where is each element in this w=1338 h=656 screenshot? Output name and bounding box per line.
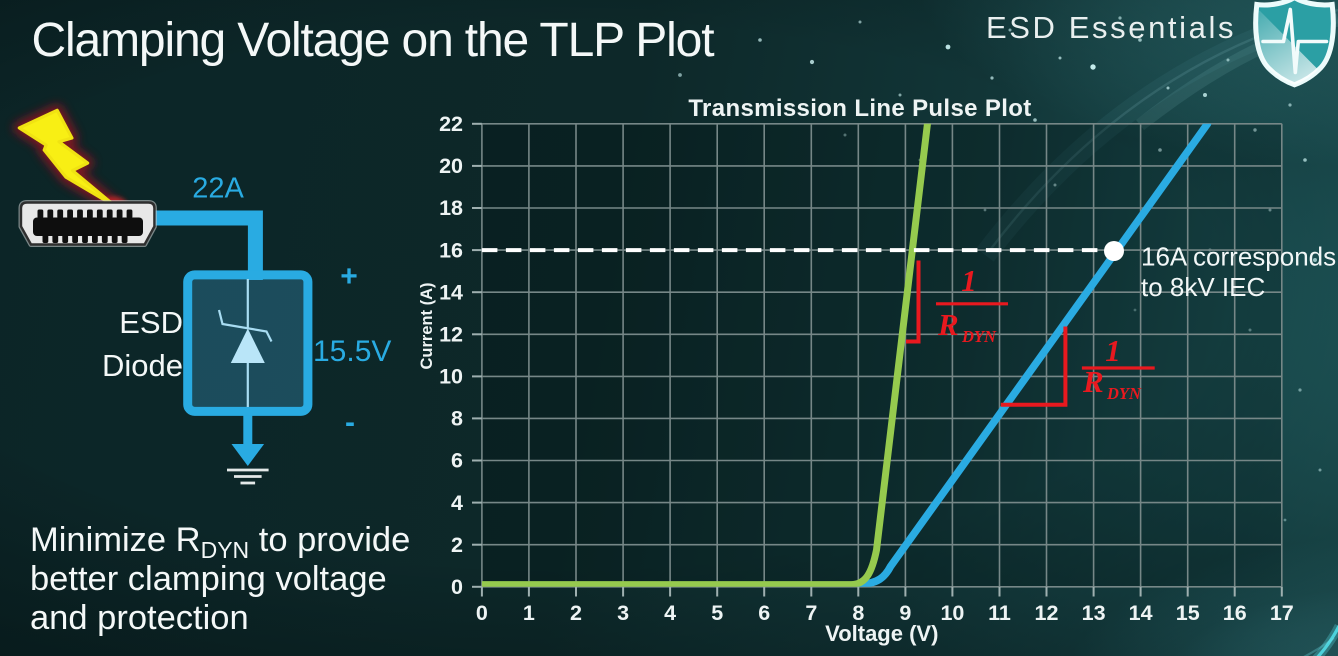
- svg-text:Voltage (V): Voltage (V): [825, 621, 938, 646]
- svg-text:1: 1: [523, 601, 535, 625]
- svg-text:Transmission Line Pulse Plot: Transmission Line Pulse Plot: [688, 95, 1031, 122]
- svg-text:8: 8: [852, 601, 864, 625]
- svg-text:2: 2: [451, 533, 463, 557]
- svg-text:-: -: [345, 406, 355, 439]
- svg-text:22: 22: [439, 112, 463, 136]
- svg-text:8: 8: [451, 407, 463, 431]
- svg-text:Minimize RDYN to provide: Minimize RDYN to provide: [30, 521, 410, 563]
- svg-text:15: 15: [1176, 601, 1200, 625]
- svg-text:12: 12: [439, 323, 463, 347]
- svg-text:10: 10: [439, 365, 463, 389]
- svg-text:0: 0: [476, 601, 488, 625]
- svg-text:R: R: [1082, 364, 1104, 399]
- svg-text:16: 16: [1223, 601, 1247, 625]
- svg-text:9: 9: [899, 601, 911, 625]
- svg-text:2: 2: [570, 601, 582, 625]
- svg-text:14: 14: [439, 280, 463, 304]
- svg-text:16A corresponds: 16A corresponds: [1141, 242, 1336, 272]
- svg-text:14: 14: [1129, 601, 1153, 625]
- svg-text:4: 4: [664, 601, 676, 625]
- svg-text:13: 13: [1082, 601, 1106, 625]
- svg-text:16: 16: [439, 238, 463, 262]
- svg-text:12: 12: [1035, 601, 1059, 625]
- svg-text:4: 4: [451, 491, 463, 515]
- svg-text:Current (A): Current (A): [418, 282, 436, 369]
- svg-text:10: 10: [940, 601, 964, 625]
- svg-text:ESD: ESD: [119, 305, 183, 340]
- svg-text:5: 5: [711, 601, 723, 625]
- svg-text:DYN: DYN: [961, 327, 997, 346]
- svg-text:0: 0: [451, 575, 463, 599]
- svg-text:R: R: [937, 307, 959, 342]
- svg-text:ESD Essentials: ESD Essentials: [986, 10, 1236, 45]
- svg-text:and protection: and protection: [30, 599, 249, 637]
- svg-text:6: 6: [451, 449, 463, 473]
- svg-text:DYN: DYN: [1106, 384, 1142, 403]
- svg-text:Diode: Diode: [102, 348, 183, 383]
- svg-text:to 8kV IEC: to 8kV IEC: [1141, 272, 1265, 302]
- svg-text:better clamping voltage: better clamping voltage: [30, 560, 387, 598]
- svg-text:18: 18: [439, 196, 463, 220]
- svg-text:11: 11: [988, 601, 1011, 625]
- svg-text:17: 17: [1270, 601, 1294, 625]
- svg-text:22A: 22A: [192, 173, 244, 205]
- svg-text:7: 7: [805, 601, 817, 625]
- svg-text:1: 1: [961, 263, 977, 298]
- svg-text:20: 20: [439, 154, 463, 178]
- svg-text:Clamping Voltage on the TLP Pl: Clamping Voltage on the TLP Plot: [32, 14, 715, 67]
- svg-text:+: +: [340, 260, 358, 293]
- svg-text:15.5V: 15.5V: [313, 335, 391, 368]
- svg-text:1: 1: [1105, 333, 1121, 368]
- svg-text:6: 6: [758, 601, 770, 625]
- svg-text:3: 3: [617, 601, 629, 625]
